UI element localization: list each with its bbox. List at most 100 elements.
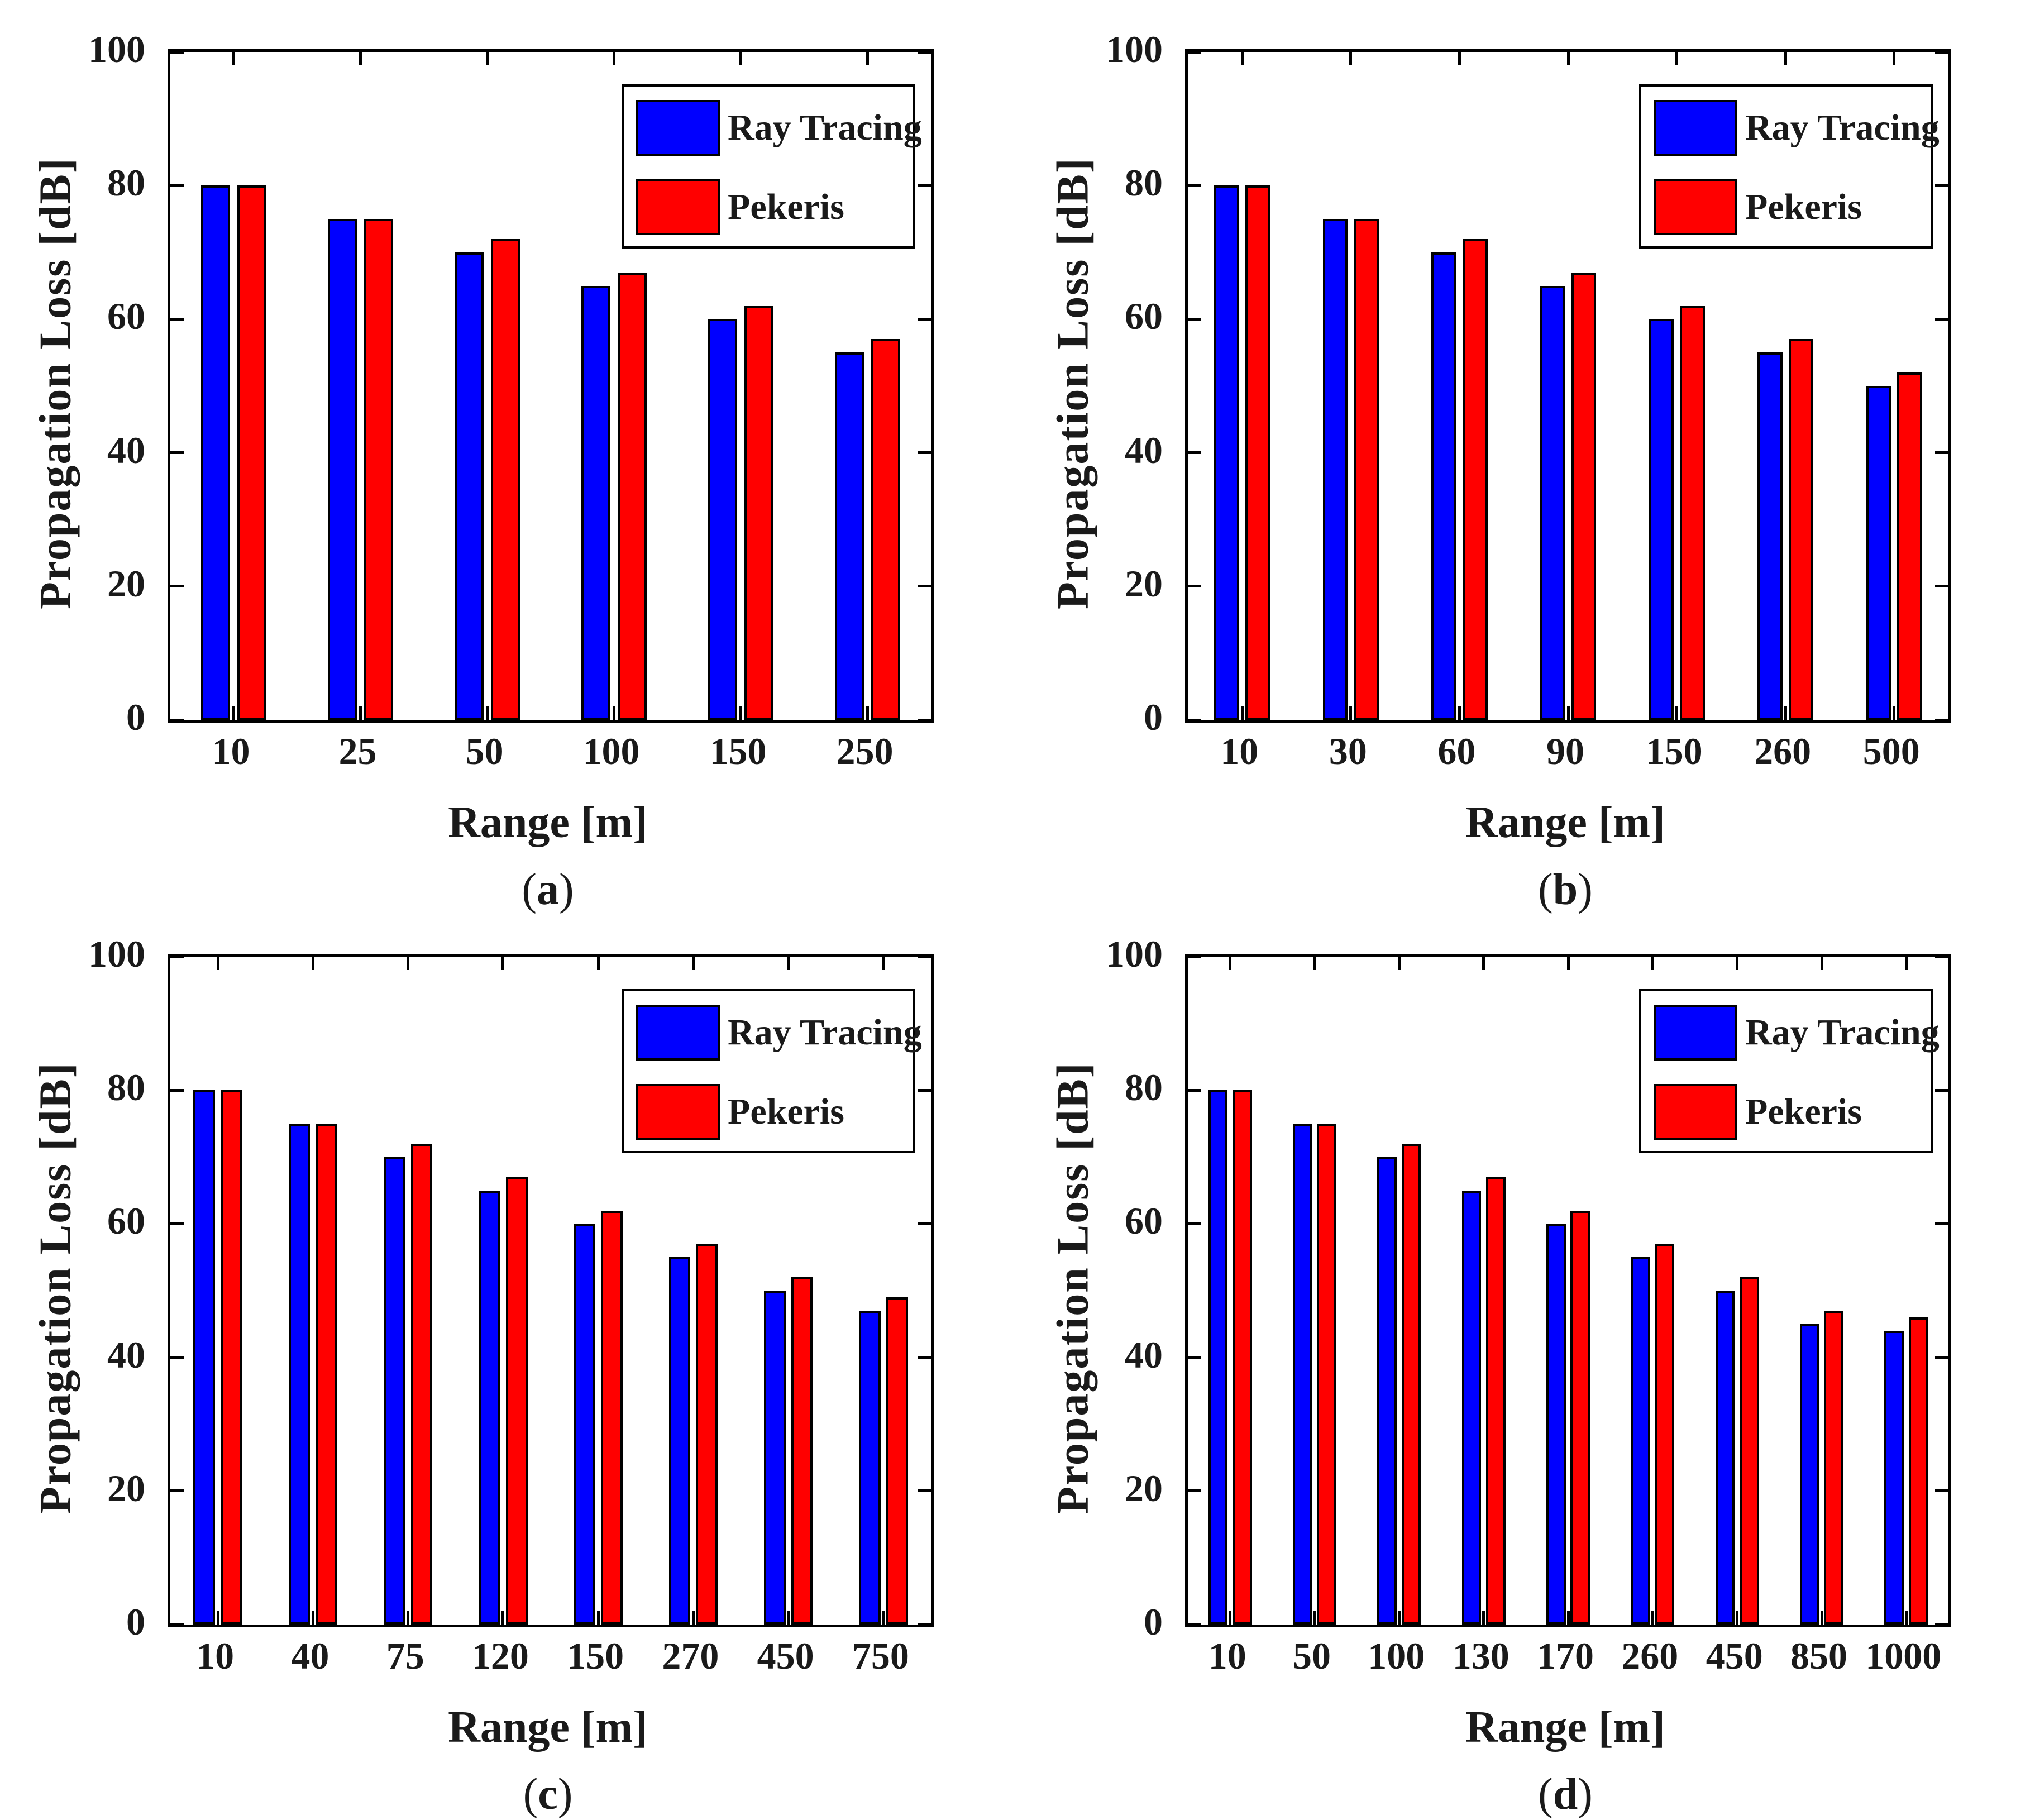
x-tick-label: 260 <box>1754 730 1812 772</box>
bar-ray-tracing <box>1208 1090 1228 1625</box>
y-tick-mark <box>170 451 184 455</box>
bar-pekeris <box>1740 1277 1759 1625</box>
bar-pekeris <box>364 219 393 720</box>
bar-pekeris <box>1680 305 1705 720</box>
y-tick-mark <box>170 50 184 54</box>
y-tick-mark <box>918 1222 931 1225</box>
y-tick-label: 20 <box>107 1466 145 1509</box>
panel-label-close-paren: ) <box>1578 1770 1593 1819</box>
legend-label: Pekeris <box>1745 187 1862 227</box>
x-tick-mark <box>1482 1611 1485 1625</box>
x-tick-label: 1000 <box>1865 1635 1942 1677</box>
x-tick-mark <box>1482 957 1485 970</box>
y-tick-mark <box>1188 1088 1201 1092</box>
x-tick-label: 90 <box>1546 730 1584 772</box>
x-tick-mark <box>1893 52 1896 65</box>
y-tick-label: 100 <box>1106 28 1163 70</box>
legend-entry: Pekeris <box>636 1084 913 1140</box>
y-tick-label: 20 <box>1125 562 1163 605</box>
y-tick-mark <box>1935 184 1948 187</box>
y-tick-mark <box>918 451 931 455</box>
y-tick-label: 80 <box>1125 1066 1163 1109</box>
y-tick-mark <box>170 1356 184 1359</box>
x-tick-mark <box>1229 957 1232 970</box>
x-tick-mark <box>1566 1611 1570 1625</box>
x-tick-label: 120 <box>471 1635 529 1677</box>
x-tick-mark <box>739 52 742 65</box>
x-tick-mark <box>232 706 235 720</box>
legend-swatch-pekeris <box>636 1084 720 1140</box>
x-tick-mark <box>1229 1611 1232 1625</box>
y-tick-mark <box>1935 1489 1948 1493</box>
panel-label-close-paren: ) <box>1578 865 1593 914</box>
panel-label-letter: a <box>537 865 559 914</box>
y-tick-mark <box>918 1356 931 1359</box>
y-axis-title: Propagation Loss [dB] <box>1048 157 1098 609</box>
x-tick-label: 100 <box>582 730 640 772</box>
x-tick-mark <box>1651 957 1654 970</box>
x-tick-mark <box>613 52 615 65</box>
legend-swatch-ray-tracing <box>636 1005 720 1061</box>
bar-ray-tracing <box>193 1090 216 1625</box>
plot-area: Ray Tracing Pekeris <box>168 49 934 723</box>
y-tick-mark <box>1935 1222 1948 1225</box>
y-tick-mark <box>918 718 931 722</box>
y-axis-title: Propagation Loss [dB] <box>31 157 80 609</box>
x-tick-mark <box>1397 957 1401 970</box>
panel-c: Propagation Loss [dB] Ray Tracing Pekeris… <box>0 905 1018 1819</box>
x-tick-mark <box>1675 52 1679 65</box>
x-axis-title: Range [m] <box>448 1703 648 1752</box>
y-tick-label: 40 <box>1125 428 1163 471</box>
x-axis-title: Range [m] <box>1465 798 1665 847</box>
bar-pekeris <box>221 1090 242 1625</box>
bar-pekeris <box>491 238 520 720</box>
bar-pekeris <box>1908 1317 1928 1625</box>
y-tick-label: 40 <box>107 428 145 471</box>
plot-area: Ray Tracing Pekeris <box>1185 954 1951 1627</box>
x-tick-mark <box>882 1611 885 1625</box>
y-tick-mark <box>918 1489 931 1493</box>
x-tick-mark <box>1458 52 1461 65</box>
legend-label: Pekeris <box>1745 1091 1862 1132</box>
bar-pekeris <box>1486 1177 1506 1625</box>
y-tick-mark <box>1935 1623 1948 1626</box>
bar-ray-tracing <box>288 1124 310 1625</box>
bar-pekeris <box>1354 219 1379 720</box>
y-tick-mark <box>1188 317 1201 321</box>
y-tick-mark <box>1935 50 1948 54</box>
bar-ray-tracing <box>328 219 357 720</box>
legend-label: Pekeris <box>728 1091 844 1132</box>
x-tick-mark <box>1458 706 1461 720</box>
x-tick-label: 10 <box>212 730 250 772</box>
panel-label: (d) <box>1185 1769 1946 1820</box>
bar-ray-tracing <box>1649 319 1674 720</box>
y-tick-mark <box>918 1088 931 1092</box>
x-tick-mark <box>1675 706 1679 720</box>
x-tick-label: 10 <box>1208 1635 1246 1677</box>
x-tick-label: 30 <box>1329 730 1367 772</box>
x-tick-mark <box>1566 957 1570 970</box>
y-tick-mark <box>170 1489 184 1493</box>
x-tick-mark <box>787 1611 790 1625</box>
x-tick-label: 10 <box>1220 730 1259 772</box>
panel-b: Propagation Loss [dB] Ray Tracing Pekeris… <box>1018 0 2035 914</box>
y-tick-mark <box>918 955 931 958</box>
bar-pekeris <box>1245 185 1270 720</box>
legend-swatch-ray-tracing <box>636 100 720 156</box>
x-tick-mark <box>1784 706 1787 720</box>
x-tick-label: 450 <box>1706 1635 1763 1677</box>
x-tick-mark <box>1820 1611 1823 1625</box>
x-tick-mark <box>1566 52 1570 65</box>
y-tick-label: 60 <box>107 1200 145 1243</box>
bar-pekeris <box>1824 1310 1843 1625</box>
x-tick-mark <box>1349 706 1353 720</box>
y-tick-label: 0 <box>126 1601 145 1643</box>
legend-label: Ray Tracing <box>728 107 922 148</box>
x-tick-mark <box>407 1611 410 1625</box>
y-tick-mark <box>918 50 931 54</box>
plot-area: Ray Tracing Pekeris <box>168 954 934 1627</box>
panel-label: (b) <box>1185 864 1946 915</box>
x-tick-mark <box>882 957 885 970</box>
y-tick-mark <box>1935 718 1948 722</box>
y-tick-label: 40 <box>107 1333 145 1376</box>
